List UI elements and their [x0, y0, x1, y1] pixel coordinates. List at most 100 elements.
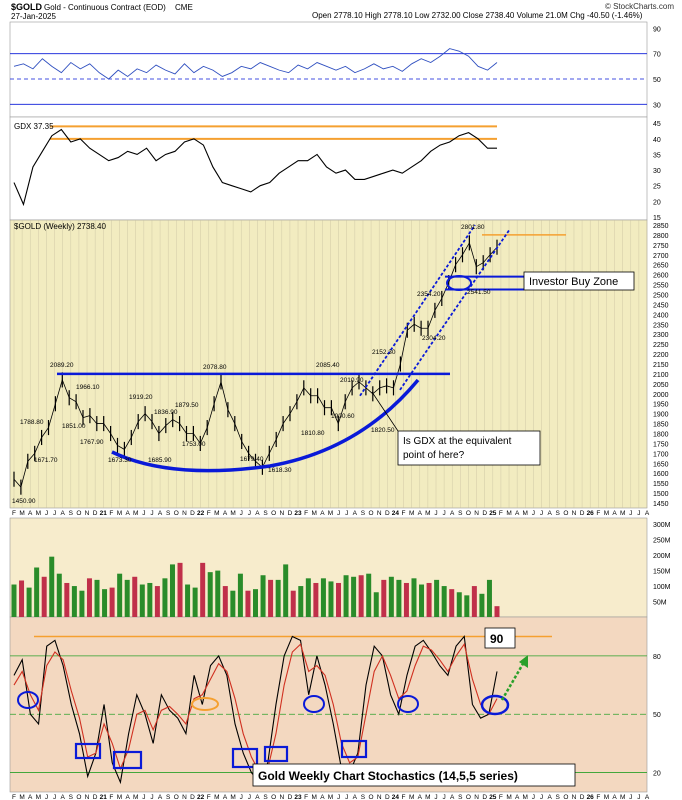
x-axis-label-price: A	[223, 510, 228, 517]
x-axis-label-stoch: A	[418, 794, 423, 800]
price-tick-label: 2450	[653, 302, 669, 309]
x-axis-label-price: A	[125, 510, 130, 517]
x-axis-label-stoch: N	[377, 794, 382, 800]
x-axis-label-price: O	[369, 510, 374, 517]
price-value-label: 1966.10	[76, 384, 100, 391]
volume-bar	[71, 586, 77, 617]
x-axis-label-stoch: D	[385, 794, 390, 800]
x-axis-label-price: A	[450, 510, 455, 517]
x-axis-label-price: F	[596, 510, 600, 517]
x-axis-label-price: M	[19, 510, 24, 517]
x-axis-label-price: A	[547, 510, 552, 517]
stoch-level-box	[484, 627, 516, 649]
x-axis-label-stoch: F	[12, 794, 16, 800]
x-axis-label-stoch: M	[523, 794, 528, 800]
x-axis-label-stoch: A	[645, 794, 650, 800]
x-axis-label-price: 26	[587, 510, 595, 517]
x-axis-label-price: S	[166, 510, 171, 517]
volume-bar	[358, 575, 364, 617]
volume-bar	[34, 567, 40, 617]
volume-bar	[456, 592, 462, 617]
volume-bar	[177, 562, 183, 617]
x-axis-label-price: 24	[392, 510, 400, 517]
x-axis-label-stoch: J	[442, 794, 445, 800]
rsi-tick-label: 90	[653, 26, 661, 33]
rsi-line	[13, 48, 498, 80]
x-axis-label-price: J	[540, 510, 543, 517]
volume-bar	[464, 595, 470, 617]
x-axis-label-stoch: O	[563, 794, 568, 800]
volume-bar	[479, 593, 485, 617]
volume-bar	[426, 582, 432, 617]
price-value-label: 1879.50	[175, 402, 199, 409]
x-axis-label-price: S	[263, 510, 268, 517]
x-axis-label-stoch: D	[580, 794, 585, 800]
x-axis-label-stoch: 23	[294, 794, 302, 800]
price-value-label: 1900.60	[331, 413, 355, 420]
price-tick-label: 2100	[653, 372, 669, 379]
volume-bar	[268, 579, 274, 617]
x-axis-label-price: M	[312, 510, 317, 517]
x-axis-label-stoch: M	[36, 794, 41, 800]
volume-bar	[290, 590, 296, 617]
x-axis-label-price: J	[637, 510, 640, 517]
x-axis-label-price: D	[190, 510, 195, 517]
price-tick-label: 2550	[653, 283, 669, 290]
volume-bar	[207, 572, 213, 617]
x-axis-label-price: M	[328, 510, 333, 517]
price-tick-label: 2750	[653, 243, 669, 250]
volume-bar	[162, 578, 168, 617]
volume-bar	[328, 581, 334, 617]
x-axis-label-stoch: D	[288, 794, 293, 800]
price-value-label: 2152.30	[372, 349, 396, 356]
x-axis-label-stoch: J	[248, 794, 251, 800]
rsi-tick-label: 50	[653, 77, 661, 84]
stoch-box-marker	[74, 742, 102, 760]
price-value-label: 1753.00	[182, 441, 206, 448]
x-axis-label-stoch: A	[125, 794, 130, 800]
volume-bar	[124, 579, 130, 617]
volume-tick-label: 150M	[653, 569, 671, 576]
volume-bar	[11, 584, 17, 617]
price-tick-label: 1750	[653, 441, 669, 448]
x-axis-label-stoch: F	[596, 794, 600, 800]
x-axis-label-stoch: M	[230, 794, 235, 800]
volume-bar	[222, 586, 228, 617]
price-value-label: 2010.90	[340, 377, 364, 384]
x-axis-label-stoch: 21	[100, 794, 108, 800]
x-axis-label-price: A	[158, 510, 163, 517]
volume-bar	[56, 573, 62, 617]
x-axis-label-stoch: 26	[587, 794, 595, 800]
volume-bar	[403, 582, 409, 617]
channel-upper-line	[359, 224, 476, 397]
x-axis-label-price: M	[425, 510, 430, 517]
stoch-circle-marker	[17, 691, 39, 709]
rsi-tick-label: 70	[653, 52, 661, 59]
quote-line: Open 2778.10 High 2778.10 Low 2732.00 Cl…	[312, 11, 643, 20]
gdx-question-box	[397, 430, 541, 466]
x-axis-label-price: O	[563, 510, 568, 517]
gdx-panel-label: GDX 37.35	[14, 122, 54, 131]
x-axis-label-stoch: F	[499, 794, 503, 800]
volume-bar	[343, 575, 349, 617]
x-axis-label-price: 21	[100, 510, 108, 517]
x-axis-label-price: J	[45, 510, 48, 517]
x-axis-label-price: J	[434, 510, 437, 517]
x-axis-label-price: D	[288, 510, 293, 517]
x-axis-label-stoch: S	[69, 794, 74, 800]
x-axis-label-price: A	[255, 510, 260, 517]
x-axis-label-price: N	[572, 510, 577, 517]
volume-bar	[102, 589, 108, 617]
x-axis-label-stoch: A	[547, 794, 552, 800]
volume-bar	[19, 580, 25, 617]
x-axis-label-price: A	[645, 510, 650, 517]
price-tick-label: 2200	[653, 352, 669, 359]
volume-bar	[411, 578, 417, 617]
price-tick-label: 1900	[653, 412, 669, 419]
stoch-circle-marker	[397, 695, 419, 713]
price-value-label: 1618.30	[268, 467, 292, 474]
investor-zone-label: Investor Buy Zone	[529, 276, 618, 288]
volume-tick-label: 200M	[653, 553, 671, 560]
x-axis-label-price: F	[207, 510, 211, 517]
price-tick-label: 2400	[653, 312, 669, 319]
